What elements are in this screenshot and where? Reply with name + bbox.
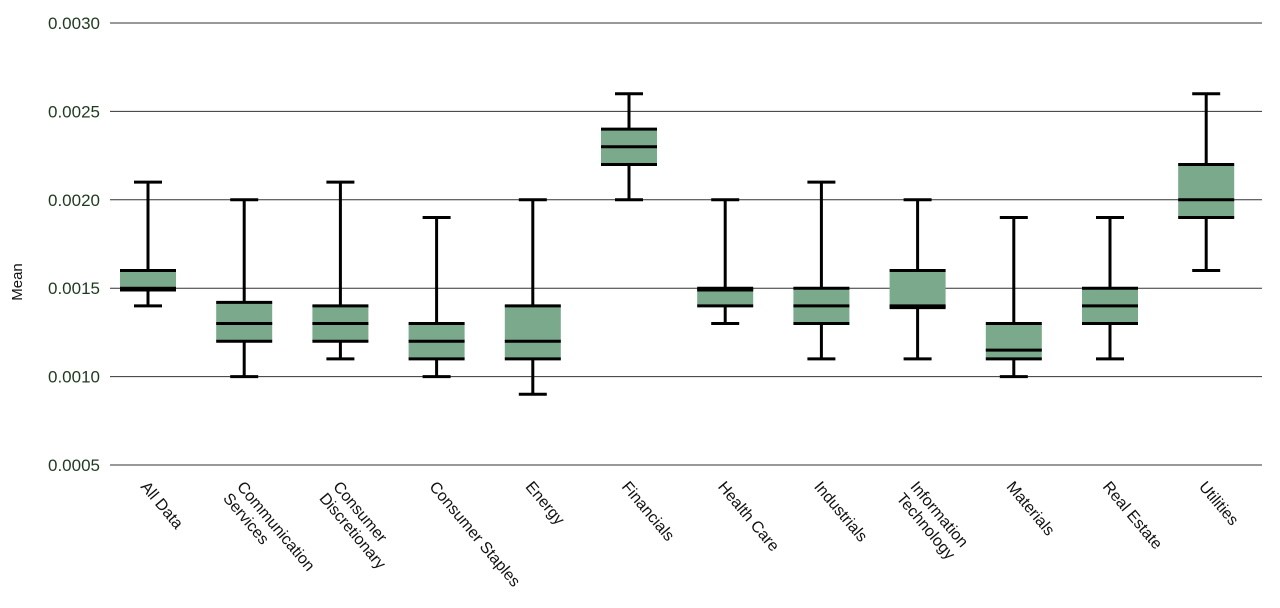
y-axis-title: Mean bbox=[9, 263, 26, 301]
iqr-box bbox=[889, 270, 946, 308]
x-category-label-line: Consumer Staples bbox=[426, 479, 524, 591]
y-tick-label: 0.0010 bbox=[48, 368, 100, 387]
boxes bbox=[120, 92, 1235, 396]
box-item bbox=[793, 180, 850, 361]
x-category-label-line: Financials bbox=[618, 479, 677, 545]
box-item bbox=[601, 92, 657, 202]
box-item bbox=[1082, 215, 1138, 361]
x-category-label: InformationTechnology bbox=[893, 479, 972, 564]
y-axis-tick-labels: 0.0005 0.0010 0.0015 0.0020 0.0025 0.0030 bbox=[48, 14, 100, 475]
x-category-label: Health Care bbox=[714, 479, 782, 555]
x-category-label-line: Materials bbox=[1003, 479, 1058, 540]
iqr-box bbox=[216, 302, 273, 342]
box-item bbox=[504, 198, 561, 396]
x-category-label: Energy bbox=[522, 479, 568, 529]
iqr-box bbox=[697, 288, 754, 306]
box-item bbox=[216, 198, 273, 379]
x-axis-category-labels: All Data CommunicationServices ConsumerDis… bbox=[137, 479, 1241, 591]
y-tick-label: 0.0005 bbox=[48, 456, 100, 475]
box-item bbox=[985, 215, 1042, 379]
x-category-label-line: Utilities bbox=[1195, 479, 1241, 529]
y-tick-label: 0.0020 bbox=[48, 191, 100, 210]
x-category-label-line: Industrials bbox=[810, 479, 870, 546]
x-category-label-line: All Data bbox=[137, 479, 186, 533]
x-category-label: All Data bbox=[137, 479, 186, 533]
iqr-box bbox=[985, 323, 1042, 359]
iqr-box bbox=[120, 270, 176, 290]
x-category-label: Utilities bbox=[1195, 479, 1241, 529]
box-item bbox=[1178, 92, 1235, 273]
box-item bbox=[312, 180, 369, 361]
box-item bbox=[120, 180, 176, 308]
iqr-box bbox=[504, 305, 561, 359]
box-item bbox=[889, 198, 946, 361]
iqr-box bbox=[1178, 164, 1235, 218]
x-category-label-line: Energy bbox=[522, 479, 568, 529]
x-category-label: Financials bbox=[618, 479, 677, 545]
x-category-label: Materials bbox=[1003, 479, 1058, 540]
y-tick-label: 0.0025 bbox=[48, 102, 100, 121]
box-item bbox=[408, 215, 465, 379]
x-category-label-line: Real Estate bbox=[1099, 479, 1165, 553]
x-category-label: Consumer Staples bbox=[426, 479, 524, 591]
y-tick-label: 0.0030 bbox=[48, 14, 100, 33]
x-category-label: ConsumerDiscretionary bbox=[316, 479, 403, 573]
x-category-label-line: Health Care bbox=[714, 479, 782, 555]
y-tick-label: 0.0015 bbox=[48, 279, 100, 298]
x-category-label: CommunicationServices bbox=[219, 479, 317, 587]
box-item bbox=[697, 198, 754, 326]
x-category-label: Real Estate bbox=[1099, 479, 1165, 553]
gridlines bbox=[110, 22, 1262, 466]
x-category-label: Industrials bbox=[810, 479, 870, 546]
